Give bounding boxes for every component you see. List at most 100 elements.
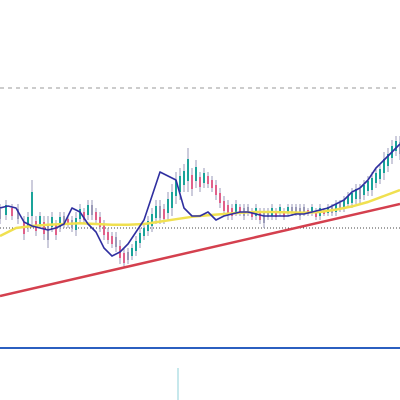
candle — [0, 204, 1, 224]
candle — [191, 168, 193, 196]
candle-body — [291, 207, 293, 213]
candle-body — [83, 212, 85, 220]
candle-body — [167, 199, 169, 213]
candle — [259, 208, 261, 224]
candle-body — [31, 192, 33, 216]
candle — [139, 228, 141, 248]
candle-body — [179, 176, 181, 192]
candle — [335, 200, 337, 216]
candle — [111, 232, 113, 248]
candle — [67, 216, 69, 228]
candle-body — [171, 192, 173, 208]
candle — [5, 200, 7, 220]
candle — [83, 208, 85, 224]
candle-body — [383, 159, 385, 173]
candle-body — [283, 211, 285, 217]
candle — [151, 208, 153, 232]
candle-body — [199, 177, 201, 187]
fast-moving-average-line — [0, 143, 400, 257]
candle — [143, 224, 145, 240]
candle-body — [371, 178, 373, 190]
candle-body — [335, 204, 337, 212]
candle-body — [127, 252, 129, 260]
candle — [207, 172, 209, 188]
candle — [199, 172, 201, 192]
candle — [79, 204, 81, 224]
candle-body — [295, 207, 297, 213]
candle-body — [107, 232, 109, 240]
candle-body — [231, 208, 233, 216]
candle — [219, 188, 221, 208]
candle-body — [103, 225, 105, 235]
candle-body — [287, 207, 289, 213]
candle — [187, 148, 189, 192]
candle-body — [59, 217, 61, 227]
candle-body — [395, 141, 397, 151]
candle-body — [5, 205, 7, 215]
candle-body — [191, 175, 193, 189]
candle-body — [275, 211, 277, 217]
candle — [183, 164, 185, 192]
candle-body — [247, 207, 249, 213]
candle-body — [239, 207, 241, 213]
candle-body — [55, 225, 57, 235]
candle-body — [99, 217, 101, 227]
candle-body — [347, 196, 349, 204]
candle-body — [0, 209, 1, 219]
candle — [347, 192, 349, 208]
candle-body — [175, 180, 177, 196]
candle — [91, 200, 93, 220]
candle — [59, 212, 61, 232]
candle-body — [207, 176, 209, 184]
rising-trendline — [0, 202, 400, 298]
candle-body — [343, 200, 345, 208]
candle-body — [67, 219, 69, 225]
candle-body — [135, 241, 137, 251]
candle-body — [87, 205, 89, 215]
candle — [27, 212, 29, 232]
candle — [355, 184, 357, 204]
candle — [267, 208, 269, 220]
candle — [203, 168, 205, 188]
candle — [127, 248, 129, 264]
candle-body — [311, 207, 313, 213]
candle-body — [355, 189, 357, 199]
candle — [31, 180, 33, 228]
candle-body — [139, 233, 141, 243]
candle-body — [11, 208, 13, 216]
candle — [247, 204, 249, 216]
candle-body — [27, 217, 29, 227]
candle-body — [379, 169, 381, 179]
candle-body — [219, 193, 221, 203]
candle-body — [187, 159, 189, 181]
candle — [383, 152, 385, 180]
candle-body — [223, 201, 225, 211]
candle — [175, 172, 177, 204]
candle-body — [111, 236, 113, 244]
candle-body — [151, 214, 153, 226]
candle — [231, 204, 233, 220]
candle — [343, 196, 345, 212]
candle — [43, 216, 45, 240]
candle — [287, 204, 289, 216]
candle — [17, 204, 19, 224]
candle — [135, 236, 137, 256]
candle — [47, 216, 49, 248]
candle — [227, 200, 229, 220]
candle — [87, 200, 89, 220]
candle — [375, 168, 377, 188]
candle-body — [147, 221, 149, 231]
candle — [279, 204, 281, 216]
candle — [155, 200, 157, 224]
candle-body — [211, 180, 213, 188]
candle — [103, 220, 105, 240]
candle — [167, 192, 169, 220]
candle-body — [123, 253, 125, 263]
candle-body — [39, 216, 41, 224]
candle-body — [79, 209, 81, 219]
candle-body — [351, 193, 353, 203]
candle — [123, 248, 125, 268]
candle — [239, 204, 241, 216]
